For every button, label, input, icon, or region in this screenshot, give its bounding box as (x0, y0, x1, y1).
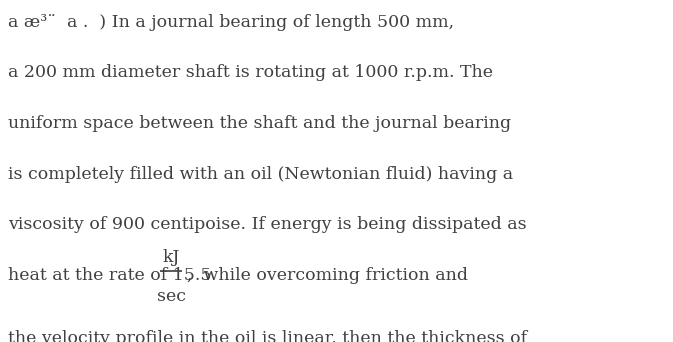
Text: heat at the rate of 15.5: heat at the rate of 15.5 (8, 267, 211, 284)
Text: the velocity profile in the oil is linear, then the thickness of: the velocity profile in the oil is linea… (8, 330, 527, 342)
Text: viscosity of 900 centipoise. If energy is being dissipated as: viscosity of 900 centipoise. If energy i… (8, 216, 527, 233)
Text: ,  while overcoming friction and: , while overcoming friction and (187, 267, 468, 284)
Text: a æ³¨  a .  ) In a journal bearing of length 500 mm,: a æ³¨ a . ) In a journal bearing of leng… (8, 14, 454, 31)
Text: is completely filled with an oil (Newtonian fluid) having a: is completely filled with an oil (Newton… (8, 166, 513, 183)
Text: sec: sec (157, 288, 186, 305)
Text: uniform space between the shaft and the journal bearing: uniform space between the shaft and the … (8, 115, 511, 132)
Text: a 200 mm diameter shaft is rotating at 1000 r.p.m. The: a 200 mm diameter shaft is rotating at 1… (8, 64, 493, 81)
Text: kJ: kJ (162, 249, 180, 266)
